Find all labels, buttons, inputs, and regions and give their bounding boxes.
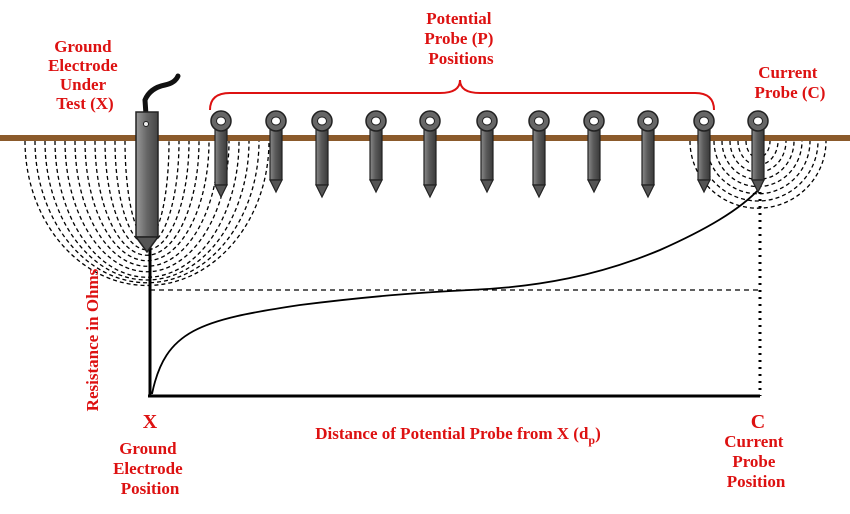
potential-probe: [265, 110, 287, 194]
y-axis-label: Resistance in Ohms: [83, 268, 102, 411]
resistance-curve: [151, 187, 761, 395]
field-line: [124, 140, 170, 240]
potential-probe: [476, 110, 498, 194]
current-probe-label: Current Probe (C): [755, 63, 826, 102]
field-line: [689, 140, 827, 209]
x-axis-label: Distance of Potential Probe from X (dp): [315, 424, 601, 447]
field-line: [34, 140, 260, 284]
current-probe-position-label: Current Probe Position: [724, 432, 787, 491]
potential-probe: [419, 110, 441, 199]
potential-probe: [583, 110, 605, 194]
field-line: [24, 140, 270, 287]
ground-electrode-position-label: Ground Electrode Position: [113, 439, 187, 498]
potential-probe: [528, 110, 550, 199]
ground-electrode-label: Ground Electrode Under Test (X): [48, 37, 122, 113]
potential-probe: [210, 110, 232, 199]
field-line: [737, 140, 779, 166]
electrode-cable: [142, 73, 181, 118]
field-line: [54, 140, 240, 278]
field-line: [697, 140, 819, 202]
potential-probe: [693, 110, 715, 194]
potential-probe-label: Potential Probe (P) Positions: [424, 9, 497, 68]
field-line: [94, 140, 200, 256]
probe-group: [210, 110, 769, 199]
c-marker: C: [751, 411, 765, 433]
field-line: [729, 140, 787, 173]
field-line: [44, 140, 250, 281]
current-probe: [747, 110, 769, 194]
field-line: [104, 140, 190, 251]
ground-electrode: [134, 73, 181, 254]
field-line: [74, 140, 220, 267]
field-line: [705, 140, 811, 195]
potential-probe: [311, 110, 333, 199]
x-marker: X: [143, 411, 158, 433]
potential-probe-bracket: [209, 79, 715, 111]
field-line: [64, 140, 230, 273]
potential-probe: [637, 110, 659, 199]
potential-probe: [365, 110, 387, 194]
